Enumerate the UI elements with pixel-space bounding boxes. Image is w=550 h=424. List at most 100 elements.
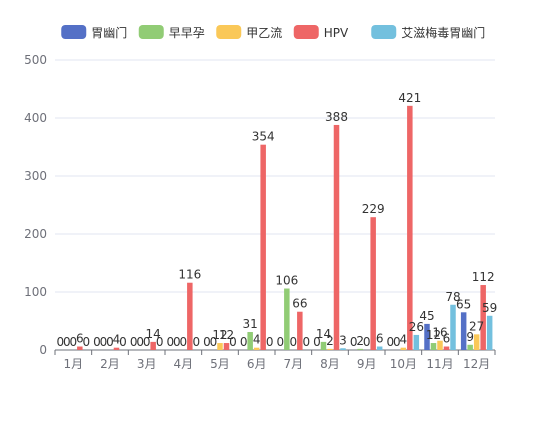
bar <box>370 217 376 350</box>
bar <box>333 124 340 351</box>
data-label: 0 <box>57 335 65 349</box>
data-label: 0 <box>303 335 311 349</box>
x-tick-label: 7月 <box>284 357 304 371</box>
y-tick-label: 0 <box>39 343 47 357</box>
data-label: 0 <box>363 335 371 349</box>
x-tick-label: 1月 <box>64 357 84 371</box>
data-label: 78 <box>445 290 460 304</box>
x-tick-label: 6月 <box>247 357 267 371</box>
y-axis: 0 100 200 300 400 500 <box>24 53 47 357</box>
data-label: 229 <box>362 202 385 216</box>
data-label: 0 <box>193 335 201 349</box>
data-label: 45 <box>419 309 434 323</box>
data-label: 0 <box>130 335 138 349</box>
legend-label: 甲乙流 <box>246 26 282 40</box>
bar <box>217 343 223 350</box>
bar <box>340 348 346 350</box>
data-label: 4 <box>400 333 408 347</box>
bar <box>467 344 473 350</box>
legend-label: 早早孕 <box>169 26 205 40</box>
data-label: 66 <box>292 297 307 311</box>
y-tick-label: 500 <box>24 53 47 67</box>
data-label: 0 <box>203 335 211 349</box>
data-label: 0 <box>167 335 175 349</box>
data-label: 0 <box>106 335 114 349</box>
data-label: 14 <box>146 327 161 341</box>
bar <box>357 348 363 350</box>
legend-swatch <box>216 25 242 39</box>
bar <box>473 334 480 350</box>
data-label: 12 <box>426 328 441 342</box>
x-axis: 1月 2月 3月 4月 5月 6月 7月 8月 9月 10月 11月 12月 <box>54 349 496 371</box>
x-tick-label: 8月 <box>320 357 340 371</box>
y-tick-label: 200 <box>24 227 47 241</box>
data-label: 388 <box>325 110 348 124</box>
bar <box>253 347 260 350</box>
bar <box>413 334 420 350</box>
data-label: 0 <box>83 335 91 349</box>
data-label: 0 <box>119 335 127 349</box>
data-label: 2 <box>326 334 334 348</box>
data-label: 0 <box>240 335 248 349</box>
bar <box>150 341 156 350</box>
x-tick-label: 12月 <box>463 357 490 371</box>
bar <box>77 346 83 350</box>
data-label: 4 <box>113 333 121 347</box>
legend-label: 艾滋梅毒胃幽门 <box>401 25 485 40</box>
data-label: 0 <box>63 335 71 349</box>
bars <box>77 105 493 351</box>
bar <box>327 348 333 350</box>
data-label: 4 <box>253 333 261 347</box>
data-label: 354 <box>252 130 275 144</box>
bar <box>247 332 253 350</box>
data-label: 6 <box>443 332 451 346</box>
legend-swatch <box>293 25 319 39</box>
bar <box>430 343 437 350</box>
data-label: 0 <box>100 335 108 349</box>
grid <box>55 59 495 293</box>
bar <box>297 311 303 350</box>
data-label: 26 <box>409 320 424 334</box>
data-label: 12 <box>219 328 234 342</box>
data-label: 0 <box>136 335 144 349</box>
data-label: 31 <box>243 317 258 331</box>
bar <box>376 346 383 350</box>
bar <box>113 347 120 350</box>
data-label: 9 <box>466 330 474 344</box>
bar <box>437 340 443 350</box>
y-tick-label: 400 <box>24 111 47 125</box>
data-label: 112 <box>472 270 495 284</box>
data-label: 3 <box>339 333 347 347</box>
bar <box>450 304 456 350</box>
bar <box>443 346 450 350</box>
bar <box>480 285 486 350</box>
x-tick-label: 9月 <box>357 357 377 371</box>
data-label: 0 <box>229 335 237 349</box>
x-tick-label: 3月 <box>137 357 157 371</box>
data-label: 59 <box>482 301 497 315</box>
data-label: 0 <box>180 335 188 349</box>
data-label: 116 <box>178 268 201 282</box>
data-label: 0 <box>387 335 395 349</box>
bar <box>187 282 193 350</box>
bar <box>284 288 290 350</box>
y-tick-label: 300 <box>24 169 47 183</box>
data-label: 0 <box>277 335 285 349</box>
legend-swatch <box>138 25 164 39</box>
bar <box>260 144 266 350</box>
data-label: 0 <box>313 335 321 349</box>
data-label: 0 <box>156 335 164 349</box>
bar <box>460 312 467 350</box>
data-label: 65 <box>456 297 471 311</box>
bar <box>407 105 413 350</box>
legend-label: HPV <box>324 26 349 40</box>
data-label: 12 <box>212 328 227 342</box>
x-tick-label: 2月 <box>100 357 120 371</box>
data-label: 0 <box>93 335 101 349</box>
data-label: 27 <box>469 319 484 333</box>
data-label: 106 <box>275 274 298 288</box>
bar <box>223 343 230 350</box>
data-label: 0 <box>290 335 298 349</box>
